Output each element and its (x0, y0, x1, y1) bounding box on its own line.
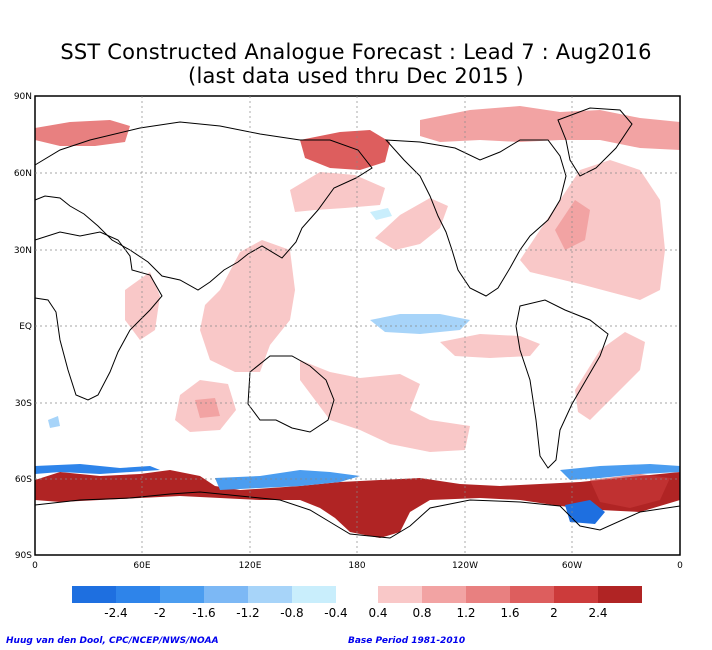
ne-pacific-warm-anomaly (375, 198, 448, 250)
colorbar-swatch-positive (510, 586, 554, 603)
greenland-coastline (557, 107, 633, 177)
maritime-continent-warm-anomaly (200, 240, 295, 372)
north-atlantic-warm-core (555, 200, 590, 250)
lon-label-0-left: 0 (32, 561, 38, 571)
anomaly-shading (35, 106, 680, 538)
colorbar-label-negative: -0.8 (280, 606, 303, 620)
arctic-warm-anomaly-bering (300, 130, 390, 170)
arctic-warm-anomaly-west (35, 120, 130, 146)
colorbar-label-negative: -2 (154, 606, 166, 620)
colorbar-swatch-positive (598, 586, 642, 603)
south-of-africa-cold-anomaly (48, 416, 60, 428)
colorbar: -2.4 -2 -1.6 -1.2 -0.8 -0.4 0.4 0.8 1.2 1.6 2 2.4 (72, 586, 642, 620)
colorbar-label-positive: 2 (550, 606, 558, 620)
arabian-sea-warm-anomaly (125, 272, 160, 340)
drake-passage-cold-anomaly (565, 500, 605, 524)
colorbar-label-negative: -1.2 (236, 606, 259, 620)
colorbar-label-positive: 0.8 (412, 606, 431, 620)
colorbar-swatch-positive (378, 586, 422, 603)
colorbar-swatch-positive (422, 586, 466, 603)
coastlines (34, 107, 681, 539)
antarctica-coastline (34, 491, 681, 539)
lat-label-30n: 30N (14, 246, 32, 256)
colorbar-swatch-positive (554, 586, 598, 603)
colorbar-swatch-negative (292, 586, 336, 603)
equatorial-pacific-warm-anomaly (440, 334, 540, 358)
lon-label-180: 180 (348, 561, 365, 571)
southern-ocean-cold-anomaly (35, 464, 160, 474)
australia-coastline (247, 355, 335, 433)
lon-label-120w: 120W (452, 561, 478, 571)
map-subtitle: (last data used thru Dec 2015 ) (188, 64, 524, 88)
arctic-warm-anomaly-east (420, 106, 680, 150)
colorbar-swatch-positive (466, 586, 510, 603)
south-pacific-warm-anomaly (300, 360, 470, 452)
southern-ocean-cold-anomaly-3 (560, 464, 680, 480)
south-america-coastline (515, 299, 609, 469)
colorbar-label-positive: 1.2 (456, 606, 475, 620)
north-pacific-cold-anomaly (370, 208, 392, 220)
south-atlantic-warm-anomaly (575, 332, 645, 420)
southern-ocean-cold-anomaly-2 (215, 470, 360, 490)
colorbar-label-negative: -2.4 (104, 606, 127, 620)
lon-label-120e: 120E (239, 561, 262, 571)
colorbar-label-positive: 2.4 (588, 606, 607, 620)
lat-label-60s: 60S (15, 475, 32, 485)
colorbar-swatch-negative (248, 586, 292, 603)
equatorial-pacific-cold-anomaly (370, 314, 470, 334)
lat-label-90n: 90N (14, 92, 32, 102)
colorbar-swatch-negative (160, 586, 204, 603)
gridlines (35, 96, 680, 555)
southern-ocean-warm-core (590, 474, 670, 508)
map-title: SST Constructed Analogue Forecast : Lead… (60, 40, 652, 64)
lat-label-60n: 60N (14, 169, 32, 179)
colorbar-swatch-negative (116, 586, 160, 603)
lon-label-60w: 60W (562, 561, 582, 571)
colorbar-label-negative: -1.6 (192, 606, 215, 620)
colorbar-label-positive: 0.4 (368, 606, 387, 620)
lat-label-90s: 90S (15, 551, 32, 561)
colorbar-swatch-negative (204, 586, 248, 603)
credit-base-period: Base Period 1981-2010 (348, 636, 466, 646)
north-atlantic-warm-anomaly (520, 160, 665, 300)
southern-ocean-warm-anomaly (35, 470, 680, 538)
north-pacific-warm-anomaly (290, 172, 385, 212)
colorbar-label-positive: 1.6 (500, 606, 519, 620)
lat-label-30s: 30S (15, 399, 32, 409)
credit-author: Huug van den Dool, CPC/NCEP/NWS/NOAA (6, 636, 219, 646)
colorbar-swatch-negative (72, 586, 116, 603)
lat-label-eq: EQ (19, 322, 32, 332)
map-frame (34, 95, 681, 556)
eurasia-coastline (34, 121, 373, 291)
colorbar-label-negative: -0.4 (324, 606, 347, 620)
lon-label-0-right: 0 (677, 561, 683, 571)
lon-label-60e: 60E (133, 561, 150, 571)
